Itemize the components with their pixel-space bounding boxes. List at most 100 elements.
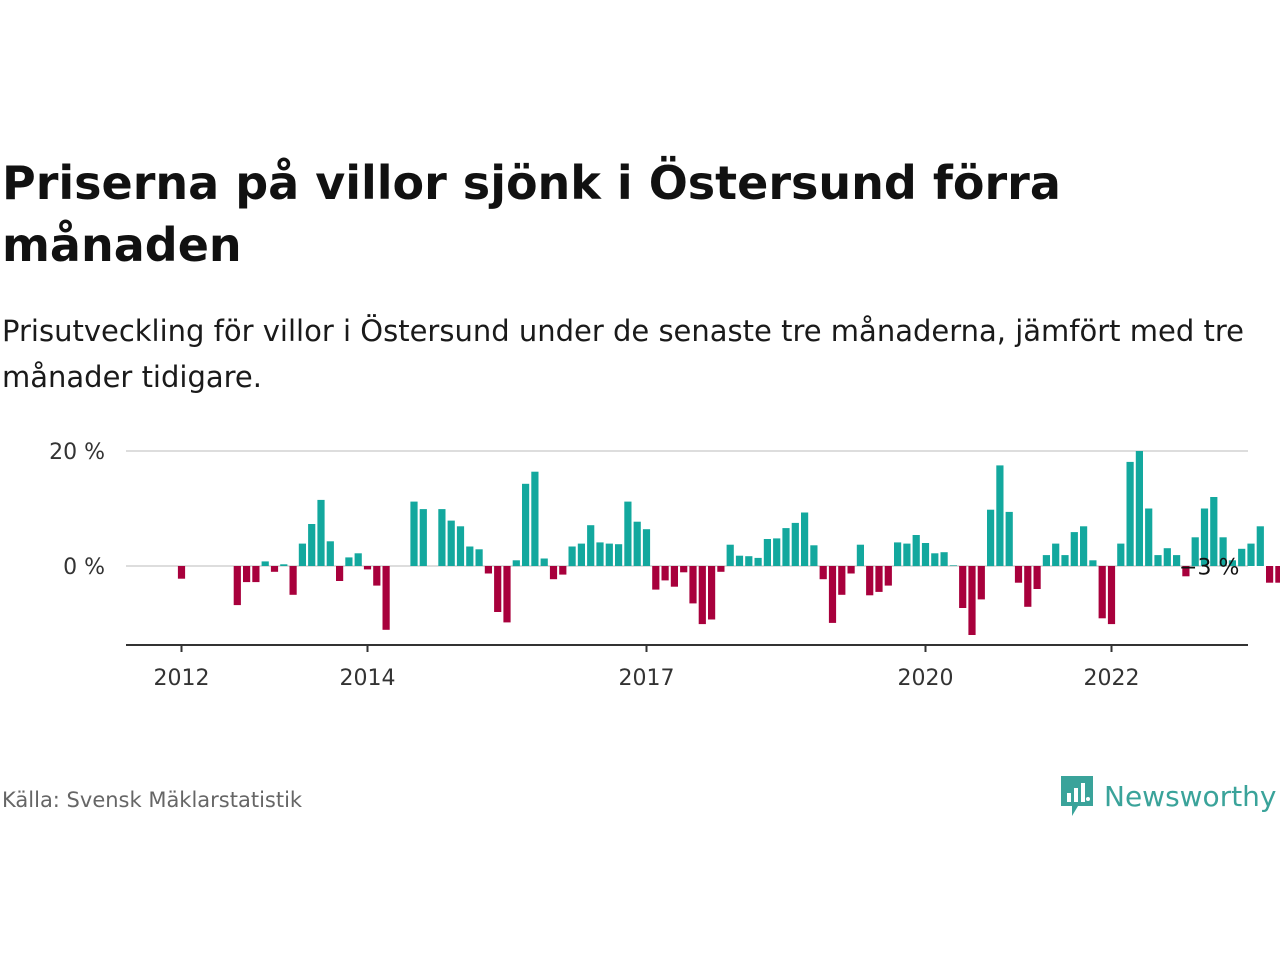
bar <box>419 509 427 566</box>
bar <box>1173 555 1181 566</box>
bar <box>447 520 455 566</box>
bar <box>652 566 660 590</box>
y-tick-label: 20 % <box>49 440 105 465</box>
bar-chart: 20 % 0 % 2012 2014 2017 2020 2022 −3 % <box>49 440 1280 691</box>
bar <box>745 556 753 566</box>
bar <box>308 524 316 566</box>
bar <box>987 509 995 567</box>
bar <box>1098 566 1106 619</box>
bar <box>1275 566 1280 583</box>
bar <box>596 542 604 566</box>
bar <box>336 566 344 581</box>
source-note: Källa: Svensk Mäklarstatistik <box>2 788 303 812</box>
bar <box>1228 560 1236 567</box>
bar <box>903 543 911 566</box>
bar <box>252 566 260 583</box>
bar <box>670 566 678 587</box>
bar <box>466 546 474 567</box>
bar <box>698 566 706 625</box>
bar <box>261 561 269 566</box>
bar <box>1014 566 1023 583</box>
bar <box>410 501 418 566</box>
bar <box>1089 560 1097 567</box>
x-tick-label: 2020 <box>898 666 954 691</box>
bar <box>289 566 297 595</box>
bar <box>977 566 985 600</box>
bar <box>1219 537 1227 567</box>
bar <box>801 512 809 566</box>
bar <box>1024 566 1032 607</box>
x-tick-label: 2014 <box>340 666 396 691</box>
bar <box>968 566 976 635</box>
bar <box>810 545 818 566</box>
chart-subtitle: Prisutveckling för villor i Östersund un… <box>2 314 1244 394</box>
brand-logo[interactable]: Newsworthy <box>1058 773 1277 819</box>
bar <box>642 529 651 566</box>
brand-name: Newsworthy <box>1104 779 1277 813</box>
bar <box>475 549 483 566</box>
bar <box>1061 555 1069 566</box>
bar <box>1135 451 1143 566</box>
bar <box>661 566 669 581</box>
bar <box>866 566 874 596</box>
bar <box>1042 555 1050 566</box>
bar <box>884 566 892 586</box>
x-tick-label: 2012 <box>154 666 210 691</box>
bar <box>177 566 186 579</box>
bar <box>1266 566 1274 583</box>
bar <box>522 483 530 566</box>
bar <box>1052 543 1060 566</box>
bar <box>354 553 362 566</box>
bar <box>1238 548 1246 567</box>
bar <box>763 539 771 566</box>
newsworthy-logo-icon <box>1061 776 1093 816</box>
bar <box>940 552 948 566</box>
bar <box>680 566 688 573</box>
bar <box>382 566 390 630</box>
bar <box>735 555 744 566</box>
bar <box>243 566 251 583</box>
bar <box>456 526 465 566</box>
bar <box>931 553 939 566</box>
bar <box>540 558 548 566</box>
bar <box>838 566 846 595</box>
latest-value-label: −3 % <box>1179 555 1239 580</box>
bar <box>568 546 576 567</box>
bar <box>1070 532 1078 566</box>
bar <box>1145 508 1153 566</box>
bar <box>326 541 334 566</box>
bar <box>280 564 288 566</box>
bar <box>1005 511 1013 566</box>
bar <box>828 566 837 623</box>
bar <box>494 566 502 612</box>
bar <box>531 471 539 566</box>
bar <box>484 566 492 574</box>
bar <box>1200 508 1209 566</box>
bar <box>549 566 558 580</box>
bar <box>996 465 1004 566</box>
bar <box>512 560 520 567</box>
bar <box>317 499 325 566</box>
x-tick-label: 2017 <box>619 666 675 691</box>
bar <box>708 566 716 620</box>
chart-title: Priserna på villor sjönk i Östersund för… <box>2 156 1061 272</box>
bar <box>1126 461 1134 566</box>
bar <box>856 544 864 566</box>
bar <box>577 543 585 566</box>
bar <box>633 521 641 566</box>
bar <box>587 525 595 566</box>
bar <box>1163 548 1171 566</box>
bar <box>912 535 920 567</box>
bar <box>1154 555 1162 566</box>
bar <box>345 557 353 566</box>
bar <box>949 565 957 566</box>
bar <box>270 566 279 572</box>
bar <box>615 544 623 566</box>
bar <box>298 543 306 566</box>
bar <box>894 542 902 566</box>
bar <box>373 566 381 586</box>
bar <box>503 566 511 623</box>
bar <box>921 543 930 566</box>
bar <box>754 557 762 566</box>
x-tick-label: 2022 <box>1084 666 1140 691</box>
